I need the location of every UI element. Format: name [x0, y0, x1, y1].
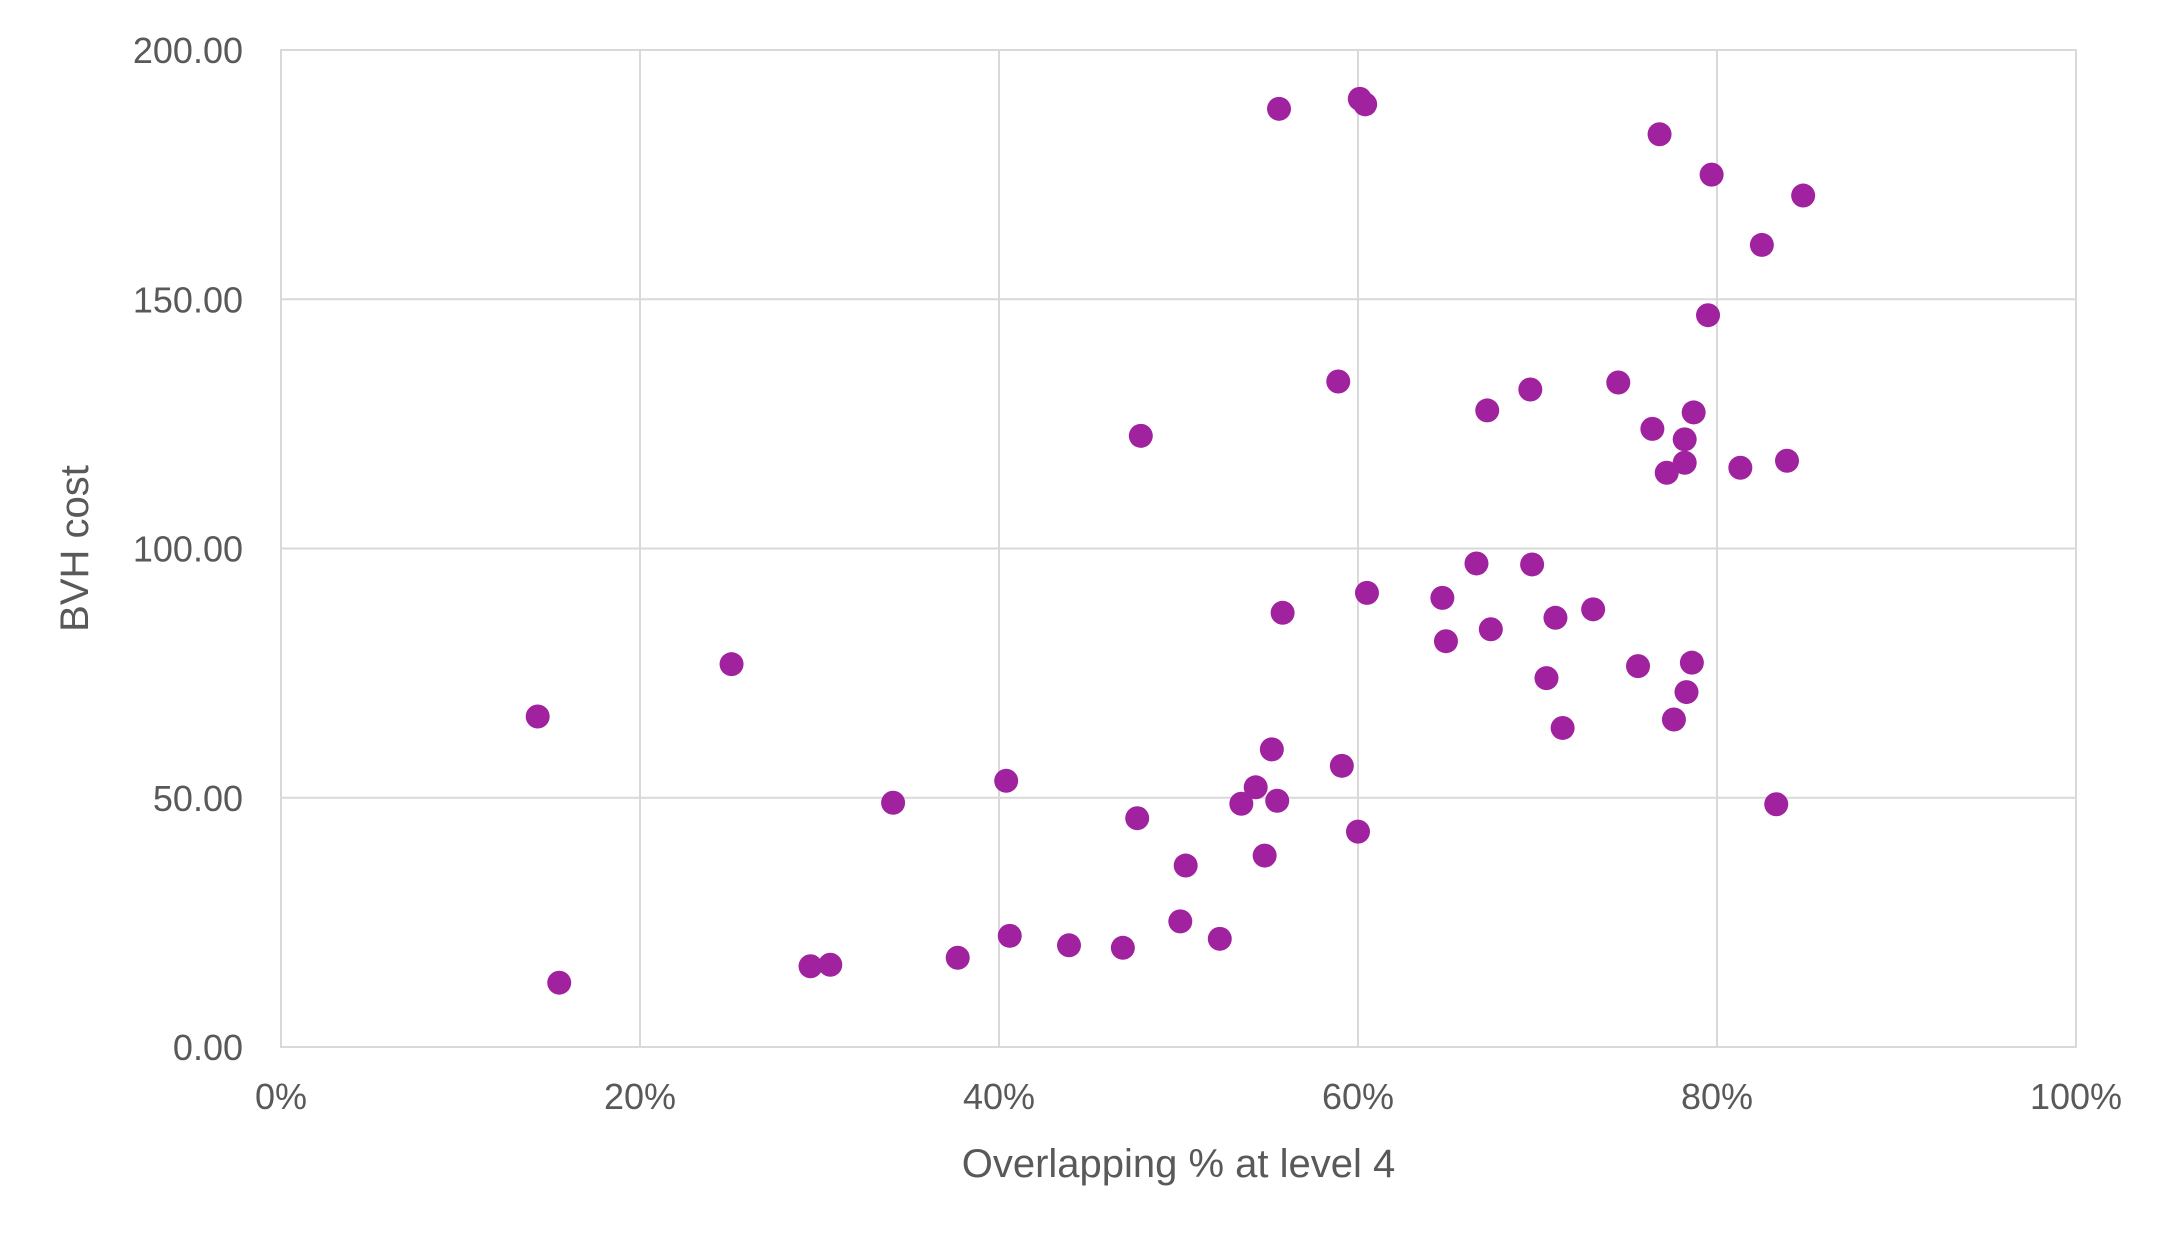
data-point [1207, 926, 1232, 951]
x-tick-label: 20% [604, 1076, 676, 1117]
data-point [719, 652, 744, 677]
y-tick-label: 100.00 [133, 529, 243, 570]
data-point [1252, 843, 1277, 868]
data-point [1270, 600, 1295, 625]
data-point [1672, 427, 1697, 452]
x-tick-label: 60% [1322, 1076, 1394, 1117]
data-point [1534, 666, 1559, 691]
x-tick-label: 0% [255, 1076, 307, 1117]
x-tick-label: 40% [963, 1076, 1035, 1117]
plot-area-frame [280, 49, 2077, 1048]
x-tick-label: 80% [1681, 1076, 1753, 1117]
data-point [1259, 737, 1284, 762]
data-point [1243, 775, 1268, 800]
data-point [1433, 629, 1458, 654]
y-tick-label: 150.00 [133, 279, 243, 320]
data-point [1749, 232, 1774, 257]
data-point [1520, 552, 1545, 577]
data-point [1640, 416, 1665, 441]
data-point [1791, 183, 1816, 208]
data-point [1764, 792, 1789, 817]
data-point [881, 790, 906, 815]
data-point [1173, 853, 1198, 878]
data-point [818, 952, 843, 977]
data-point [1550, 715, 1575, 740]
data-point [1125, 806, 1150, 831]
data-point [1606, 370, 1631, 395]
data-point [1329, 753, 1354, 778]
data-point [1543, 605, 1568, 630]
y-axis-ticks: 0.00 50.00 100.00 150.00 200.00 [133, 30, 243, 1068]
y-axis-title: BVH cost [53, 465, 97, 632]
data-point [1265, 788, 1290, 813]
data-point [1728, 455, 1753, 480]
data-points [525, 86, 1816, 995]
data-point [1346, 819, 1370, 844]
data-point [994, 768, 1019, 793]
data-point [1654, 460, 1679, 485]
data-point [1478, 617, 1503, 642]
data-point [1661, 707, 1686, 732]
data-point [1679, 650, 1704, 675]
x-tick-label: 100% [2030, 1076, 2122, 1117]
y-tick-label: 0.00 [173, 1027, 243, 1068]
data-point [1326, 369, 1351, 394]
data-point [798, 954, 823, 979]
data-point [1647, 122, 1672, 147]
data-point [1464, 551, 1489, 576]
data-point [1353, 92, 1378, 117]
y-tick-label: 200.00 [133, 30, 243, 71]
data-point [1475, 398, 1500, 423]
data-point [1672, 450, 1697, 475]
data-point [1057, 933, 1082, 958]
data-point [1110, 935, 1135, 960]
data-point [945, 945, 970, 970]
x-axis-ticks: 0% 20% 40% 60% 80% 100% [255, 1076, 2122, 1117]
data-point [1674, 680, 1699, 705]
y-tick-label: 50.00 [153, 778, 243, 819]
data-point [997, 923, 1022, 948]
data-point [1681, 400, 1706, 425]
data-point [1430, 585, 1455, 610]
data-point [1626, 654, 1651, 679]
data-point [1168, 909, 1193, 934]
data-point [1267, 96, 1292, 121]
x-axis-title: Overlapping % at level 4 [962, 1142, 1396, 1186]
data-point [1696, 303, 1721, 328]
data-point [1354, 580, 1379, 605]
data-point [1581, 597, 1606, 622]
data-point [547, 970, 572, 995]
data-point [1699, 162, 1724, 187]
data-point [1128, 423, 1153, 448]
data-point [1229, 791, 1254, 816]
data-point [525, 704, 550, 729]
data-point [1518, 377, 1543, 402]
data-point [1775, 448, 1800, 473]
